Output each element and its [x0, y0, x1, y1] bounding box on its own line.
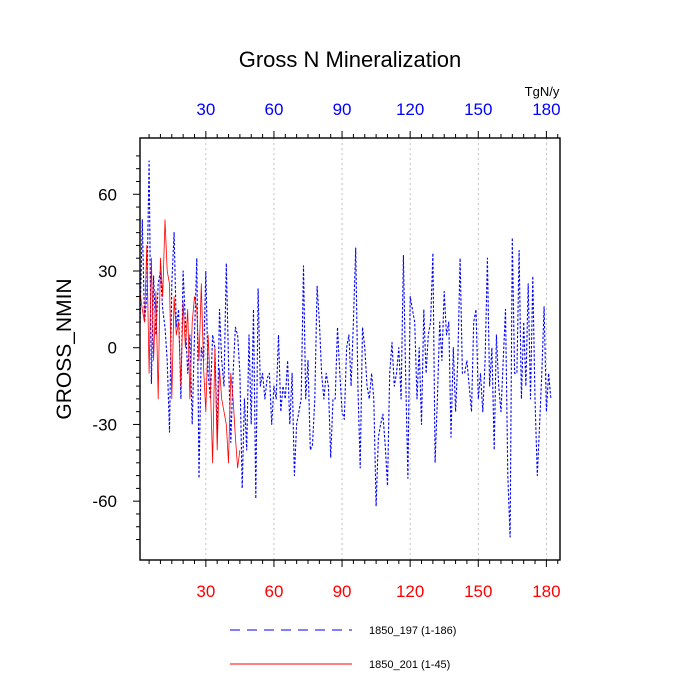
grid-lines: [205, 138, 547, 560]
x-tick-label-top-150: 150: [464, 100, 492, 119]
x-tick-label-bottom-150: 150: [464, 582, 492, 601]
x-tick-label-bottom-120: 120: [396, 582, 424, 601]
legend: 1850_197 (1-186) 1850_201 (1-45): [230, 625, 456, 671]
x-tick-label-top-30: 30: [196, 100, 215, 119]
x-tick-label-top-180: 180: [532, 100, 560, 119]
series-line-1: [139, 160, 552, 538]
y-tick-label-0: 0: [108, 339, 117, 358]
axis-tick-labels: 30 60 90 120 150 180 30 60 90 120 150 180 60 30 0 -30 -6…: [92, 100, 560, 601]
x-tick-label-top-90: 90: [333, 100, 352, 119]
y-tick-label-60: 60: [98, 185, 117, 204]
y-tick-label--60: -60: [92, 492, 117, 511]
x-tick-label-top-120: 120: [396, 100, 424, 119]
chart-title: Gross N Mineralization: [239, 47, 462, 72]
series-layer: [139, 160, 552, 538]
y-tick-label--30: -30: [92, 415, 117, 434]
x-tick-label-top-60: 60: [264, 100, 283, 119]
legend-label-series-2: 1850_201 (1-45): [369, 659, 450, 671]
axis-ticks: [133, 131, 559, 567]
y-tick-label-30: 30: [98, 262, 117, 281]
x-tick-label-bottom-30: 30: [196, 582, 215, 601]
x-tick-label-bottom-180: 180: [532, 582, 560, 601]
x-tick-label-bottom-60: 60: [264, 582, 283, 601]
plot-frame: [139, 137, 561, 561]
units-label: TgN/y: [525, 84, 560, 99]
y-axis-label: GROSS_NMIN: [53, 278, 76, 419]
series-line-2: [139, 219, 241, 469]
legend-label-series-1: 1850_197 (1-186): [369, 625, 456, 637]
x-tick-label-bottom-90: 90: [333, 582, 352, 601]
